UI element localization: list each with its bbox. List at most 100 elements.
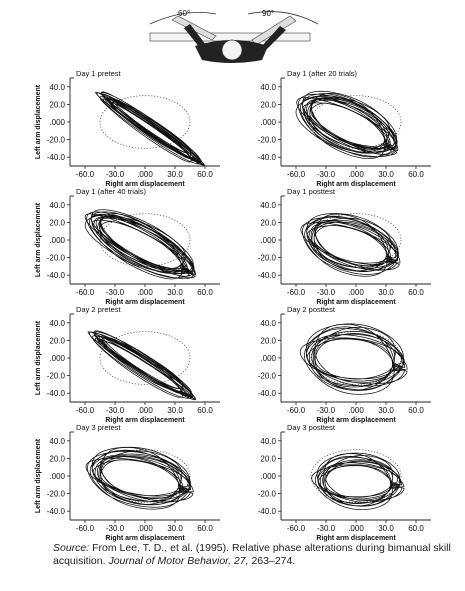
y-tick-label: -40.0	[258, 389, 277, 398]
trace-line	[311, 452, 405, 510]
x-tick-label: -30.0	[106, 524, 125, 533]
chart-panel: 40.0 20.0 .000 -20.0 -40.0 -60.0 -30.0 .000 30.0…	[35, 305, 220, 424]
y-tick-label: -40.0	[47, 507, 66, 516]
x-tick-label: -60.0	[287, 524, 306, 533]
y-tick-label: .000	[49, 472, 65, 481]
y-tick-label: 20.0	[260, 336, 276, 345]
x-axis-label: Right arm displacement	[105, 181, 185, 188]
y-tick-label: -40.0	[258, 271, 277, 280]
y-tick-label: -20.0	[47, 254, 66, 263]
chart-panel: 40.0 20.0 .000 -20.0 -40.0 -60.0 -30.0 .000 30.0…	[258, 423, 431, 542]
trace-line	[87, 330, 197, 401]
chart-panel: 40.0 20.0 .000 -20.0 -40.0 -60.0 -30.0 .000 30.0…	[258, 187, 431, 306]
y-tick-label: 40.0	[260, 319, 276, 328]
y-tick-label: .000	[260, 118, 276, 127]
angle-right-label: 90°	[262, 9, 274, 18]
x-tick-label: .000	[137, 170, 153, 179]
panel-title: Day 3 pretest	[76, 423, 122, 432]
target-ellipse	[99, 449, 191, 503]
panel-title: Day 2 pretest	[76, 305, 122, 314]
target-ellipse	[99, 213, 191, 267]
x-tick-label: .000	[348, 524, 364, 533]
x-tick-label: .000	[348, 170, 364, 179]
x-tick-label: 60.0	[408, 288, 424, 297]
panel-title: Day 1 pretest	[76, 69, 122, 78]
panel-title: Day 1 posttest	[287, 187, 336, 196]
y-tick-label: 40.0	[49, 437, 65, 446]
target-ellipse	[99, 95, 191, 149]
x-tick-label: 60.0	[197, 288, 213, 297]
y-axis-label: Left arm displacement	[35, 320, 42, 395]
chart-panel: 40.0 20.0 .000 -20.0 -40.0 -60.0 -30.0 .000 30.0…	[258, 305, 431, 424]
x-tick-label: .000	[137, 288, 153, 297]
x-tick-label: -30.0	[106, 406, 125, 415]
protractor-arc-left	[149, 12, 217, 25]
trace-line	[299, 323, 408, 395]
y-tick-label: 40.0	[49, 201, 65, 210]
panel-grid: 40.0 20.0 .000 -20.0 -40.0 -60.0 -30.0 .000 30.0…	[35, 69, 431, 542]
x-tick-label: -30.0	[106, 170, 125, 179]
x-tick-label: 30.0	[167, 524, 183, 533]
x-tick-label: -30.0	[106, 288, 125, 297]
y-axis-label: Left arm displacement	[35, 202, 42, 277]
x-tick-label: .000	[348, 288, 364, 297]
x-tick-label: -30.0	[317, 288, 336, 297]
trace-line	[300, 213, 401, 277]
caption-source-label: Source:	[53, 542, 90, 554]
x-tick-label: 30.0	[167, 170, 183, 179]
protractor-arc-right	[247, 11, 319, 25]
x-tick-label: -60.0	[76, 170, 95, 179]
x-axis-label: Right arm displacement	[105, 417, 185, 424]
x-axis-label: Right arm displacement	[316, 535, 396, 542]
trace-line	[295, 90, 399, 159]
y-tick-label: 40.0	[49, 319, 65, 328]
y-tick-label: -20.0	[258, 254, 277, 263]
y-tick-label: 20.0	[49, 218, 65, 227]
x-tick-label: 60.0	[197, 406, 213, 415]
trace-line	[85, 446, 194, 510]
y-tick-label: -40.0	[47, 271, 66, 280]
x-axis-label: Right arm displacement	[316, 417, 396, 424]
x-tick-label: 60.0	[408, 406, 424, 415]
caption-citation: From Lee, T. D., et al. (1995). Relative…	[53, 542, 451, 567]
x-tick-label: .000	[348, 406, 364, 415]
x-tick-label: -60.0	[287, 288, 306, 297]
panel-title: Day 3 posttest	[287, 423, 336, 432]
y-tick-label: -40.0	[258, 153, 277, 162]
x-tick-label: 60.0	[197, 170, 213, 179]
y-tick-label: 20.0	[49, 336, 65, 345]
y-tick-label: -20.0	[258, 136, 277, 145]
x-tick-label: -60.0	[76, 288, 95, 297]
x-axis-label: Right arm displacement	[105, 535, 185, 542]
y-tick-label: -20.0	[47, 490, 66, 499]
y-tick-label: 20.0	[260, 100, 276, 109]
y-tick-label: 20.0	[260, 454, 276, 463]
x-axis-label: Right arm displacement	[316, 181, 396, 188]
caption-journal: Journal of Motor Behavior, 27,	[108, 555, 249, 567]
y-tick-label: .000	[49, 118, 65, 127]
y-tick-label: .000	[260, 236, 276, 245]
target-ellipse	[310, 449, 402, 503]
target-ellipse	[310, 95, 402, 149]
x-tick-label: -60.0	[76, 524, 95, 533]
y-axis-label: Left arm displacement	[35, 84, 42, 159]
arm-left	[184, 24, 206, 48]
x-tick-label: -60.0	[287, 406, 306, 415]
x-tick-label: 30.0	[167, 406, 183, 415]
panel-title: Day 1 (after 40 trials)	[76, 187, 147, 196]
arm-right	[262, 26, 286, 50]
target-ellipse	[99, 331, 191, 385]
y-tick-label: -20.0	[258, 490, 277, 499]
target-ellipse	[310, 331, 402, 385]
x-axis-label: Right arm displacement	[105, 299, 185, 306]
y-tick-label: 20.0	[49, 100, 65, 109]
chart-panel: 40.0 20.0 .000 -20.0 -40.0 -60.0 -30.0 .000 30.0…	[35, 187, 220, 306]
x-tick-label: 30.0	[378, 524, 394, 533]
x-tick-label: 60.0	[408, 170, 424, 179]
lever-left	[171, 15, 217, 41]
x-tick-label: -30.0	[317, 524, 336, 533]
chart-panel: 40.0 20.0 .000 -20.0 -40.0 -60.0 -30.0 .000 30.0…	[258, 69, 431, 188]
caption-pages: 263–274.	[248, 555, 296, 567]
x-tick-label: .000	[137, 524, 153, 533]
